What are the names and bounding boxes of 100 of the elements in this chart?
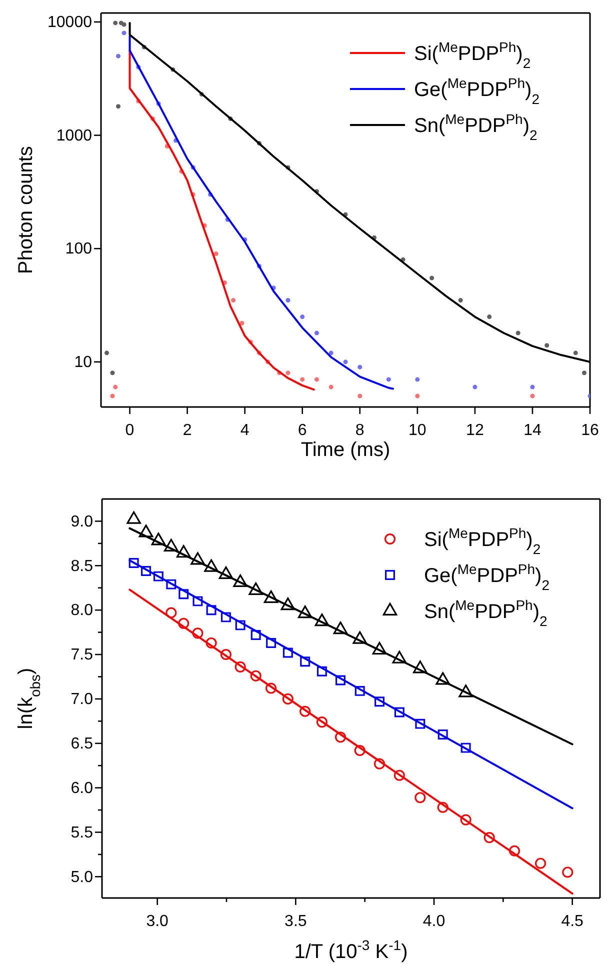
point: [234, 661, 246, 672]
point: [204, 559, 218, 572]
legend-label: Sn($^{Me}$PDP$^{Ph}$)$_{2}$: [414, 111, 538, 143]
point: [460, 814, 472, 826]
point: [437, 802, 448, 813]
point: [358, 394, 362, 398]
x-tick-label: 4.0: [422, 913, 446, 930]
point: [110, 370, 115, 376]
point: [328, 384, 334, 390]
point: [334, 732, 346, 743]
point: [438, 730, 448, 740]
point: [562, 866, 574, 878]
x-tick-label: 3.0: [146, 913, 169, 930]
point: [392, 650, 407, 664]
point: [314, 613, 330, 626]
point: [116, 54, 121, 58]
point: [354, 686, 365, 696]
x-tick-label: 2: [182, 422, 192, 440]
point: [166, 579, 176, 590]
x-tick-label: 16: [581, 422, 599, 440]
x-tick-label: 0: [125, 422, 134, 440]
point: [235, 620, 246, 630]
point: [484, 832, 495, 844]
y-tick-label: 10: [74, 354, 92, 372]
point: [316, 716, 328, 728]
point: [414, 792, 426, 804]
point: [264, 590, 278, 603]
point: [300, 314, 305, 320]
point: [530, 384, 535, 390]
point: [282, 693, 294, 704]
legend-label: Si($^{Me}$PDP$^{Ph}$)$_{2}$: [424, 525, 541, 557]
point: [300, 377, 305, 382]
point: [436, 672, 450, 685]
point: [374, 696, 384, 707]
point: [343, 360, 348, 364]
point: [178, 589, 189, 600]
point: [122, 30, 126, 36]
point: [530, 394, 535, 398]
point: [354, 744, 366, 756]
point: [126, 511, 141, 524]
point: [415, 718, 426, 729]
point: [153, 571, 164, 582]
y-tick-label: 5.5: [70, 824, 94, 842]
y-tick-label: 1000: [56, 127, 92, 144]
point: [231, 298, 236, 303]
point: [206, 605, 216, 616]
point: [122, 22, 126, 27]
point: [300, 656, 310, 667]
point: [300, 706, 311, 717]
point: [151, 532, 166, 546]
x-tick-label: 14: [524, 422, 542, 440]
point: [250, 630, 261, 640]
point: [394, 770, 405, 781]
point: [214, 252, 218, 256]
point: [104, 350, 110, 356]
point: [116, 104, 121, 109]
point: [544, 343, 550, 348]
y-tick-label: 9.0: [70, 513, 94, 530]
point: [336, 675, 346, 686]
point: [178, 618, 190, 629]
point: [430, 276, 434, 280]
point: [458, 298, 463, 303]
point: [487, 314, 492, 320]
y-tick-label: 7.0: [70, 691, 94, 708]
point: [233, 574, 248, 587]
point: [358, 364, 362, 370]
point: [192, 596, 203, 606]
point: [206, 637, 217, 648]
point: [166, 607, 177, 618]
point: [220, 649, 232, 660]
legend-label: Ge($^{Me}$PDP$^{Ph}$)$_{2}$: [414, 75, 540, 107]
point: [328, 350, 334, 356]
legend-label: Si($^{Me}$PDP$^{Ph}$)$_{2}$: [414, 39, 531, 71]
point: [240, 320, 244, 326]
x-axis-title: Time (ms): [300, 439, 390, 461]
y-axis-title: Photon counts: [15, 146, 37, 274]
point: [250, 670, 262, 682]
point: [394, 707, 404, 718]
point: [280, 597, 296, 610]
y-tick-label: 6.5: [70, 735, 94, 752]
point: [316, 666, 327, 676]
point: [413, 660, 428, 674]
point: [220, 612, 231, 622]
point: [110, 394, 115, 398]
point: [282, 648, 293, 658]
point: [286, 370, 290, 376]
x-tick-label: 4: [240, 422, 250, 440]
y-tick-label: 6.0: [70, 780, 94, 797]
point: [386, 377, 391, 382]
y-tick-label: 8.0: [70, 602, 94, 620]
point: [141, 566, 151, 576]
point: [248, 582, 263, 595]
point: [372, 642, 387, 655]
point: [314, 330, 319, 336]
point: [472, 384, 478, 390]
point: [286, 298, 290, 303]
point: [138, 524, 154, 538]
point: [128, 558, 139, 568]
point: [192, 628, 204, 639]
point: [352, 631, 368, 644]
